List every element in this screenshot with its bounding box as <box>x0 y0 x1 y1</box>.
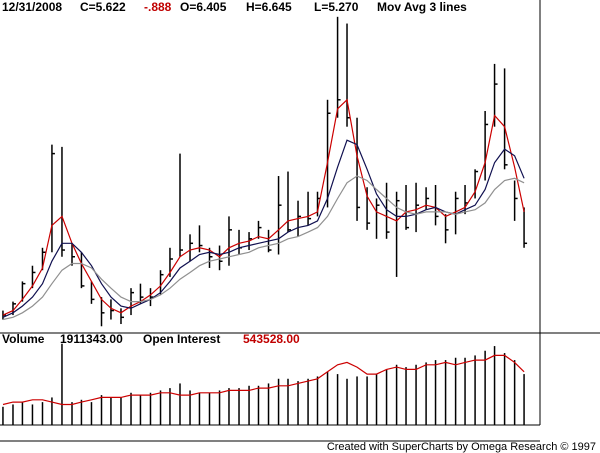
moving-average-line <box>2 139 525 318</box>
header-change: -.888 <box>144 0 172 14</box>
header-open: O=6.405 <box>180 0 227 14</box>
volume-label: Volume <box>2 332 45 346</box>
moving-average-line <box>2 98 525 316</box>
header-date: 12/31/2008 <box>2 0 62 14</box>
open-interest-line <box>2 354 525 406</box>
marks-layer <box>2 16 528 425</box>
oi-label: Open Interest <box>143 332 220 346</box>
volume-value: 1911343.00 <box>60 332 123 346</box>
header-close: C=5.622 <box>80 0 126 14</box>
moving-average-line <box>2 175 525 321</box>
footer: Created with SuperCharts by Omega Resear… <box>327 441 596 453</box>
header-high: H=6.645 <box>246 0 292 14</box>
header-study: Mov Avg 3 lines <box>377 0 467 14</box>
header-low: L=5.270 <box>314 0 359 14</box>
oi-value: 543528.00 <box>243 332 300 346</box>
